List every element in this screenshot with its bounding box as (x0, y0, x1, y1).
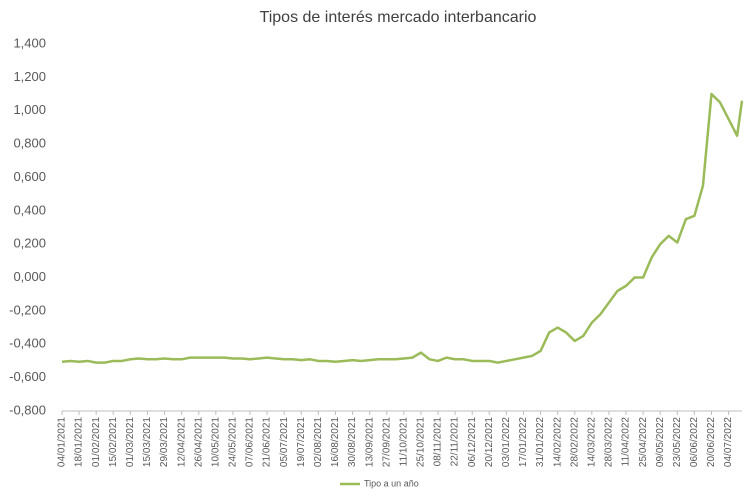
x-tick-label: 18/01/2021 (74, 417, 85, 467)
x-tick-label: 23/05/2022 (672, 417, 683, 467)
x-tick-label: 14/03/2022 (586, 417, 597, 467)
x-tick-label: 30/08/2021 (347, 417, 358, 467)
x-tick-label: 11/10/2021 (398, 417, 409, 467)
y-tick-label: 1,000 (13, 102, 46, 117)
x-tick-label: 07/06/2021 (245, 417, 256, 467)
x-tick-label: 03/01/2022 (501, 417, 512, 467)
x-tick-label: 19/07/2021 (296, 417, 307, 467)
x-tick-label: 15/02/2021 (108, 417, 119, 467)
y-tick-label: -0,200 (9, 302, 46, 317)
x-tick-label: 28/03/2022 (604, 417, 615, 467)
x-tick-label: 05/07/2021 (279, 417, 290, 467)
x-tick-label: 22/11/2021 (450, 417, 461, 467)
x-tick-label: 09/05/2022 (655, 417, 666, 467)
x-tick-label: 15/03/2021 (142, 417, 153, 467)
x-tick-label: 10/05/2021 (210, 417, 221, 467)
series-line (61, 92, 744, 364)
y-tick-label: 0,000 (13, 269, 46, 284)
y-tick-label: -0,800 (9, 402, 46, 417)
x-tick-label: 20/06/2022 (706, 417, 717, 467)
x-tick-label: 26/04/2021 (193, 417, 204, 467)
x-tick-label: 11/04/2022 (621, 417, 632, 467)
x-tick-label: 04/07/2022 (723, 417, 734, 467)
x-tick-label: 24/05/2021 (228, 417, 239, 467)
x-tick-label: 06/06/2022 (689, 417, 700, 467)
y-tick-label: 1,200 (13, 69, 46, 84)
x-tick-label: 06/12/2021 (467, 417, 478, 467)
x-tick-label: 25/10/2021 (416, 417, 427, 467)
y-tick-label: 0,800 (13, 136, 46, 151)
x-tick-label: 08/11/2021 (433, 417, 444, 467)
chart-title: Tipos de interés mercado interbancario (260, 9, 537, 26)
x-tick-label: 29/03/2021 (159, 417, 170, 467)
y-tick-label: 0,600 (13, 169, 46, 184)
x-tick-label: 01/02/2021 (91, 417, 102, 467)
x-tick-label: 31/01/2022 (535, 417, 546, 467)
x-tick-label: 02/08/2021 (313, 417, 324, 467)
x-tick-label: 21/06/2021 (262, 417, 273, 467)
y-tick-label: 0,200 (13, 236, 46, 251)
x-tick-label: 01/03/2021 (125, 417, 136, 467)
x-tick-label: 17/01/2022 (518, 417, 529, 467)
legend-label: Tipo a un año (364, 478, 419, 488)
x-tick-label: 16/08/2021 (330, 417, 341, 467)
x-tick-label: 04/01/2021 (57, 417, 68, 467)
x-tick-label: 14/02/2022 (552, 417, 563, 467)
x-tick-label: 27/09/2021 (381, 417, 392, 467)
x-tick-label: 28/02/2022 (569, 417, 580, 467)
y-tick-label: 0,400 (13, 202, 46, 217)
y-tick-label: -0,600 (9, 369, 46, 384)
y-tick-label: -0,400 (9, 336, 46, 351)
x-tick-label: 25/04/2022 (638, 417, 649, 467)
x-tick-label: 20/12/2021 (484, 417, 495, 467)
x-tick-label: 13/09/2021 (364, 417, 375, 467)
x-tick-label: 12/04/2021 (176, 417, 187, 467)
y-tick-label: 1,400 (13, 35, 46, 50)
